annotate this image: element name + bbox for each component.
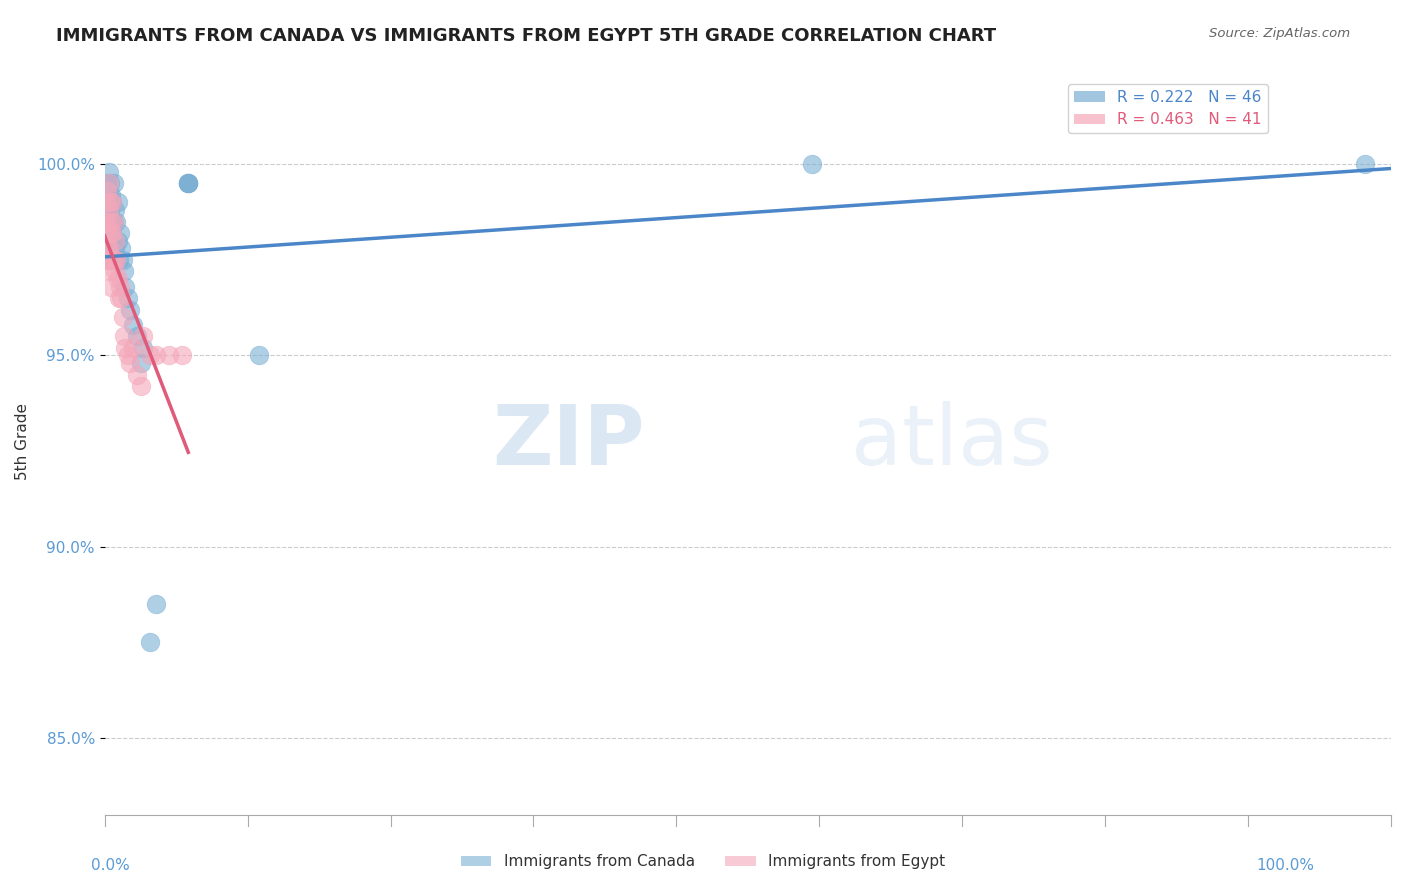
Point <box>112 329 135 343</box>
Point <box>94 252 117 267</box>
Point <box>98 195 121 210</box>
Point <box>97 165 120 179</box>
Point <box>132 329 155 343</box>
Point <box>108 279 131 293</box>
Legend: R = 0.222   N = 46, R = 0.463   N = 41: R = 0.222 N = 46, R = 0.463 N = 41 <box>1069 84 1268 134</box>
Point <box>145 348 167 362</box>
Point <box>101 226 124 240</box>
Point <box>94 195 117 210</box>
Point <box>96 176 118 190</box>
Point <box>104 234 127 248</box>
Point <box>114 279 136 293</box>
Point <box>105 252 128 267</box>
Point <box>103 176 125 190</box>
Point <box>98 226 121 240</box>
Point <box>125 329 148 343</box>
Point <box>97 187 120 202</box>
Point <box>122 341 145 355</box>
Legend: Immigrants from Canada, Immigrants from Egypt: Immigrants from Canada, Immigrants from … <box>454 848 952 875</box>
Point <box>247 348 270 362</box>
Point <box>114 341 136 355</box>
Point <box>103 214 125 228</box>
Point <box>138 348 160 362</box>
Point <box>108 252 131 267</box>
Point <box>96 214 118 228</box>
Point <box>93 252 115 267</box>
Point <box>103 252 125 267</box>
Point <box>96 184 118 198</box>
Point <box>120 302 142 317</box>
Point <box>122 318 145 332</box>
Point <box>97 241 120 255</box>
Text: 100.0%: 100.0% <box>1257 858 1315 872</box>
Point <box>100 214 122 228</box>
Text: ZIP: ZIP <box>492 401 645 482</box>
Point <box>105 214 128 228</box>
Point <box>101 252 124 267</box>
Point <box>145 597 167 611</box>
Point <box>98 234 121 248</box>
Point <box>97 176 120 190</box>
Point <box>157 348 180 362</box>
Point <box>104 264 127 278</box>
Point <box>112 264 135 278</box>
Text: Source: ZipAtlas.com: Source: ZipAtlas.com <box>1209 27 1350 40</box>
Point <box>129 356 152 370</box>
Point <box>177 176 200 190</box>
Point <box>96 203 118 218</box>
Point <box>170 348 193 362</box>
Point <box>177 176 200 190</box>
Point <box>94 187 117 202</box>
Point <box>104 203 127 218</box>
Point <box>1354 157 1376 171</box>
Point <box>103 214 125 228</box>
Point <box>129 379 152 393</box>
Point <box>98 203 121 218</box>
Point <box>107 234 129 248</box>
Point <box>138 635 160 649</box>
Point <box>107 195 129 210</box>
Text: 0.0%: 0.0% <box>91 858 131 872</box>
Point <box>104 241 127 255</box>
Point <box>801 157 824 171</box>
Point <box>120 356 142 370</box>
Point <box>177 176 200 190</box>
Point <box>108 291 131 305</box>
Point <box>110 291 132 305</box>
Point <box>94 214 117 228</box>
Point <box>110 241 132 255</box>
Point <box>94 226 117 240</box>
Point <box>100 252 122 267</box>
Y-axis label: 5th Grade: 5th Grade <box>15 403 30 480</box>
Point <box>93 214 115 228</box>
Point <box>101 222 124 236</box>
Text: atlas: atlas <box>851 401 1053 482</box>
Point <box>111 310 134 325</box>
Point <box>107 272 129 286</box>
Point <box>100 279 122 293</box>
Point <box>100 187 122 202</box>
Point <box>111 252 134 267</box>
Point <box>101 195 124 210</box>
Point <box>101 195 124 210</box>
Point <box>96 226 118 240</box>
Point <box>177 176 200 190</box>
Text: IMMIGRANTS FROM CANADA VS IMMIGRANTS FROM EGYPT 5TH GRADE CORRELATION CHART: IMMIGRANTS FROM CANADA VS IMMIGRANTS FRO… <box>56 27 997 45</box>
Point <box>98 264 121 278</box>
Point <box>100 214 122 228</box>
Point <box>97 214 120 228</box>
Point <box>97 203 120 218</box>
Point <box>108 226 131 240</box>
Point <box>132 341 155 355</box>
Point <box>100 252 122 267</box>
Point <box>117 291 139 305</box>
Point <box>98 176 121 190</box>
Point <box>125 368 148 382</box>
Point <box>96 241 118 255</box>
Point <box>117 348 139 362</box>
Point <box>97 241 120 255</box>
